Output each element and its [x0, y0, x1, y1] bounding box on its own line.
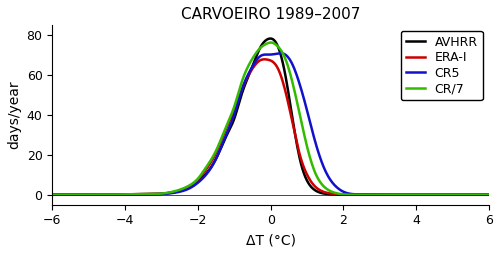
ERA-I	[308, 179, 314, 182]
AVHRR	[486, 193, 492, 196]
CR5	[126, 193, 132, 196]
CR/7	[162, 192, 168, 195]
Line: ERA-I: ERA-I	[52, 59, 489, 195]
Line: CR/7: CR/7	[52, 42, 489, 195]
ERA-I	[126, 193, 132, 196]
X-axis label: ΔT (°C): ΔT (°C)	[246, 233, 296, 247]
AVHRR	[268, 37, 274, 40]
CR/7	[247, 61, 253, 65]
CR5	[49, 193, 55, 196]
CR5	[162, 192, 168, 195]
CR/7	[308, 157, 314, 161]
CR/7	[342, 193, 347, 196]
AVHRR	[342, 193, 347, 196]
CR5	[486, 193, 492, 196]
AVHRR	[49, 193, 55, 196]
CR/7	[379, 193, 385, 196]
Legend: AVHRR, ERA-I, CR5, CR/7: AVHRR, ERA-I, CR5, CR/7	[401, 31, 483, 100]
ERA-I	[49, 193, 55, 196]
CR/7	[486, 193, 492, 196]
Title: CARVOEIRO 1989–2007: CARVOEIRO 1989–2007	[181, 7, 360, 22]
CR/7	[268, 41, 274, 44]
ERA-I	[247, 71, 253, 74]
Line: AVHRR: AVHRR	[52, 39, 489, 195]
ERA-I	[342, 193, 347, 196]
CR5	[342, 191, 347, 194]
ERA-I	[162, 192, 168, 195]
CR5	[247, 70, 253, 73]
ERA-I	[379, 193, 385, 196]
AVHRR	[247, 71, 253, 74]
CR/7	[49, 193, 55, 196]
CR5	[308, 122, 314, 125]
ERA-I	[262, 58, 268, 61]
CR5	[379, 193, 385, 196]
Y-axis label: days/year: days/year	[7, 80, 21, 149]
CR/7	[126, 193, 132, 196]
AVHRR	[379, 193, 385, 196]
ERA-I	[486, 193, 492, 196]
Line: CR5: CR5	[52, 53, 489, 195]
CR5	[278, 52, 283, 55]
AVHRR	[126, 193, 132, 196]
AVHRR	[308, 184, 314, 187]
AVHRR	[162, 192, 168, 195]
